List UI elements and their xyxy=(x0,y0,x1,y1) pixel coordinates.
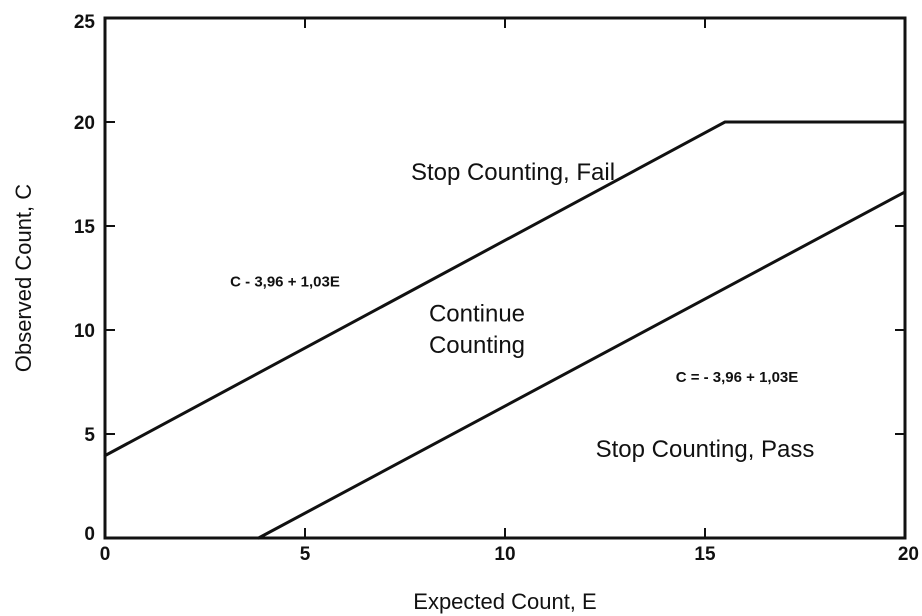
lower-boundary-line xyxy=(257,190,907,540)
y-tick-label: 5 xyxy=(84,425,95,446)
y-tick-label: 25 xyxy=(74,12,96,33)
x-tick-label: 20 xyxy=(898,544,919,565)
continue-label-line1: Continue xyxy=(429,301,525,328)
annotations-layer: Stop Counting, Fail C - 3,96 + 1,03E Conti… xyxy=(230,159,814,463)
y-axis-label: Observed Count, C xyxy=(11,184,36,372)
x-tick-label: 0 xyxy=(100,544,111,565)
ticks-layer: 0 5 10 15 20 0 5 10 15 20 25 xyxy=(74,12,919,565)
fail-region-label: Stop Counting, Fail xyxy=(411,159,615,186)
y-tick-label: 20 xyxy=(74,113,95,134)
x-axis-label: Expected Count, E xyxy=(413,589,596,614)
y-tick-label: 15 xyxy=(74,217,96,238)
lines-layer xyxy=(103,120,907,540)
upper-boundary-line xyxy=(103,120,907,458)
x-tick-label: 5 xyxy=(300,544,311,565)
continue-label-line2: Counting xyxy=(429,332,525,359)
upper-equation-label: C - 3,96 + 1,03E xyxy=(230,273,340,290)
x-tick-label: 15 xyxy=(694,544,716,565)
y-tick-label: 10 xyxy=(74,321,95,342)
x-tick-label: 10 xyxy=(494,544,515,565)
y-tick-label: 0 xyxy=(84,524,95,545)
pass-region-label: Stop Counting, Pass xyxy=(596,436,815,463)
lower-equation-label: C = - 3,96 + 1,03E xyxy=(676,369,799,386)
